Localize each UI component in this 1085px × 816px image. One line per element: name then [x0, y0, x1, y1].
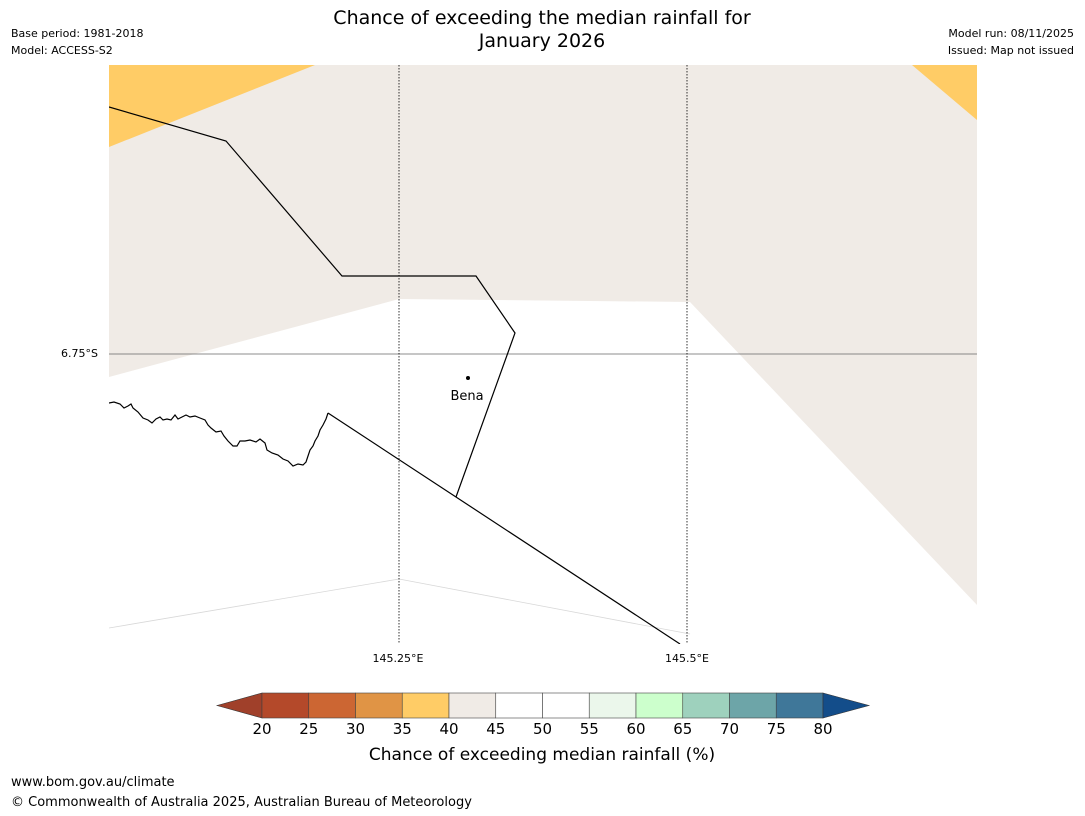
- region-40-45-percent: [109, 65, 977, 605]
- colorbar-label: Chance of exceeding median rainfall (%): [368, 745, 716, 765]
- issued-status: Issued: Map not issued: [947, 44, 1074, 57]
- colorbar-segment: [448, 692, 497, 719]
- colorbar-tick-label: 35: [392, 720, 412, 738]
- title-line-1: Chance of exceeding the median rainfall …: [333, 7, 751, 29]
- colorbar-segment: [588, 692, 637, 719]
- model-name: Model: ACCESS-S2: [11, 44, 113, 57]
- colorbar-tick-label: 45: [486, 720, 506, 738]
- colorbar-segment: [542, 692, 590, 719]
- colorbar-tick-label: 65: [673, 720, 693, 738]
- colorbar-segment: [775, 692, 824, 719]
- province-boundary-north: [109, 106, 516, 498]
- colorbar-extend-low: [215, 692, 263, 719]
- colorbar-tick-label: 70: [719, 720, 740, 738]
- longitude-label-2: 145.5°E: [665, 652, 709, 665]
- metadata-left: Base period: 1981-2018 Model: ACCESS-S2: [11, 25, 143, 59]
- colorbar-segment: [355, 692, 403, 719]
- longitude-label-1: 145.25°E: [372, 652, 424, 665]
- base-period: Base period: 1981-2018: [11, 27, 144, 40]
- place-label-bena: Bena: [450, 389, 484, 404]
- footer-copyright: © Commonwealth of Australia 2025, Austra…: [11, 795, 472, 810]
- colorbar-segment: [729, 692, 777, 719]
- colorbar-tick-label: 55: [579, 720, 599, 738]
- colorbar-tick-label: 40: [439, 720, 459, 738]
- latitude-label: 6.75°S: [61, 347, 98, 360]
- province-boundary-south: [327, 412, 681, 644]
- colorbar-tick-label: 80: [813, 720, 833, 738]
- colorbar-tick-label: 50: [532, 720, 553, 738]
- colorbar-segment: [401, 692, 450, 719]
- river: [109, 401, 329, 467]
- region-35-40-percent-west: [109, 65, 315, 147]
- title-line-2: January 2026: [478, 30, 606, 52]
- colorbar-segment: [495, 692, 543, 719]
- map-title: Chance of exceeding the median rainfall …: [242, 7, 842, 53]
- colorbar-segment: [308, 692, 356, 719]
- colorbar-tick-label: 75: [766, 720, 786, 738]
- colorbar-tick-label: 30: [345, 720, 366, 738]
- colorbar-tick-label: 60: [626, 720, 646, 738]
- colorbar-segment: [635, 692, 684, 719]
- colorbar-tick-label: 25: [299, 720, 319, 738]
- model-run: Model run: 08/11/2025: [948, 27, 1074, 40]
- bena-marker: [466, 376, 470, 380]
- colorbar-extend-high: [822, 692, 871, 719]
- colorbar-segment: [682, 692, 730, 719]
- footer-website: www.bom.gov.au/climate: [11, 775, 175, 790]
- region-35-40-percent-east: [912, 65, 977, 120]
- colorbar-tick-label: 20: [252, 720, 272, 738]
- colorbar-segment: [261, 692, 310, 719]
- metadata-right: Model run: 08/11/2025 Issued: Map not is…: [948, 25, 1074, 59]
